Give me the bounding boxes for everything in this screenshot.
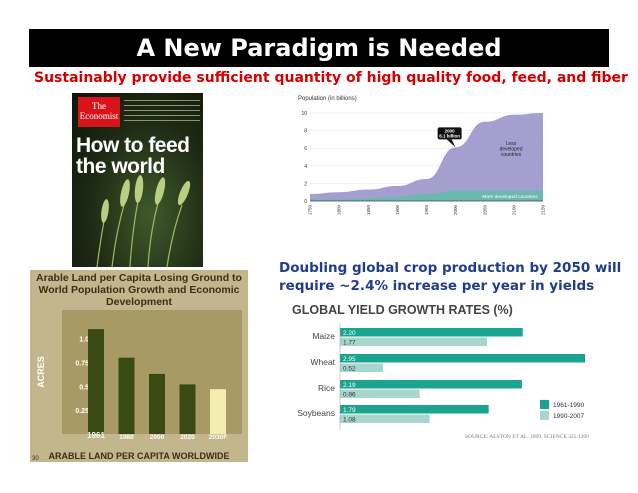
acres-bar (88, 329, 104, 434)
yield-legend-swatch (540, 400, 549, 409)
yield-bar-value: 1.77 (343, 339, 356, 346)
acres-bar (149, 373, 165, 434)
yield-bar (340, 389, 420, 398)
yield-bar-value: 0.96 (343, 391, 356, 398)
population-x-tick: 1800 (337, 205, 342, 216)
yield-legend-label: 1990-2007 (553, 413, 584, 420)
population-y-tick: 8 (304, 129, 307, 135)
population-x-tick: 2100 (511, 205, 516, 216)
population-callout-box (437, 127, 462, 140)
yield-category-label: Wheat (310, 357, 335, 367)
economist-logo: The Economist (78, 97, 120, 127)
yield-legend-label: 1961-1990 (553, 402, 584, 409)
yield-bar-value: 0.52 (343, 365, 356, 372)
population-label-more: More developed countries (482, 194, 538, 200)
yield-chart: Maize 2.20 1.77 Wheat 2.95 0.52 Rice 2.19 0.96 So… (298, 323, 585, 430)
population-x-tick: 2150 (541, 205, 546, 216)
population-y-label: Population (in billions) (298, 96, 357, 102)
acres-y-label: ACRES (36, 356, 46, 388)
acres-y-tick: 0.75 (75, 360, 89, 367)
doubling-line-1: Doubling global crop production by 2050 … (279, 260, 622, 276)
yield-bar-value: 2.20 (343, 330, 356, 337)
yield-bar (340, 363, 384, 372)
acres-x-tick: 1980 (119, 434, 134, 441)
yield-bar (340, 337, 487, 346)
yield-category-label: Maize (312, 331, 335, 341)
yield-chart-source: SOURCE: ALSTON ET AL. 2009. SCIENCE 325:… (465, 434, 589, 440)
yield-chart-title: GLOBAL YIELD GROWTH RATES (%) (292, 303, 513, 317)
cover-headline: How to feed the world (76, 134, 190, 178)
yield-bar-value: 2.19 (343, 382, 356, 389)
yield-bar (340, 328, 523, 337)
yield-bar-value: 2.95 (343, 356, 356, 363)
economist-cover-image: The Economist How to feed the world (72, 93, 203, 267)
acres-x-tick: 2000 (150, 434, 165, 441)
acres-chart: Arable Land per Capita Losing Ground to … (30, 270, 248, 462)
acres-bar (179, 384, 196, 434)
acres-chart-footer: ARABLE LAND PER CAPITA WORLDWIDE (48, 451, 230, 461)
acres-x-tick: 1961 (87, 431, 105, 440)
population-callout-pointer (446, 139, 456, 148)
acres-y-tick: 1.0 (79, 337, 89, 344)
acres-bar (118, 357, 135, 434)
yield-bar (340, 380, 522, 389)
population-y-tick: 6 (304, 146, 307, 152)
population-y-tick: 4 (304, 164, 307, 170)
population-y-tick: 0 (304, 199, 307, 205)
acres-chart-title: Arable Land per Capita Losing Ground to … (36, 272, 242, 308)
acres-bar (210, 389, 226, 434)
population-x-tick: 1950 (424, 205, 429, 216)
acres-x-tick: 2020 (180, 434, 195, 441)
acres-y-tick: 0.5 (79, 384, 89, 391)
yield-category-label: Rice (318, 383, 335, 393)
cover-teasers (124, 97, 200, 125)
yield-bar-value: 1.79 (343, 407, 356, 414)
population-callout-label: 2000 6.1 billion (439, 128, 460, 138)
yield-bar (340, 405, 489, 414)
slide-title: A New Paradigm is Needed (29, 29, 609, 67)
acres-y-tick: 0.25 (75, 408, 89, 415)
yield-bar (340, 414, 430, 423)
population-series-less (310, 113, 543, 201)
population-x-tick: 1900 (395, 205, 400, 216)
population-label-less: Less developed countries (499, 141, 522, 158)
yield-legend-swatch (540, 411, 549, 420)
yield-bar-value: 1.08 (343, 416, 356, 423)
population-x-tick: 2000 (453, 205, 458, 216)
population-y-tick: 10 (301, 111, 307, 117)
yield-category-label: Soybeans (298, 408, 335, 418)
acres-corner-number: 30 (32, 456, 39, 462)
acres-plot: 1.0 0.75 0.5 0.25 ACRES 1961 1980 2000 2020 2030F… (32, 310, 242, 462)
population-x-tick: 2050 (482, 205, 487, 216)
acres-x-tick: 2030F (209, 434, 227, 441)
yield-bar (340, 354, 585, 363)
population-x-tick: 1850 (366, 205, 371, 216)
slide-subtitle: Sustainably provide sufficient quantity … (34, 70, 628, 86)
doubling-text: Doubling global crop production by 2050 … (279, 259, 621, 295)
population-y-tick: 2 (304, 181, 307, 187)
wheat-stalks-icon (96, 175, 191, 267)
population-x-tick: 1750 (308, 205, 313, 216)
doubling-line-2: require ~2.4% increase per year in yield… (279, 278, 595, 294)
population-series-more (310, 190, 543, 201)
